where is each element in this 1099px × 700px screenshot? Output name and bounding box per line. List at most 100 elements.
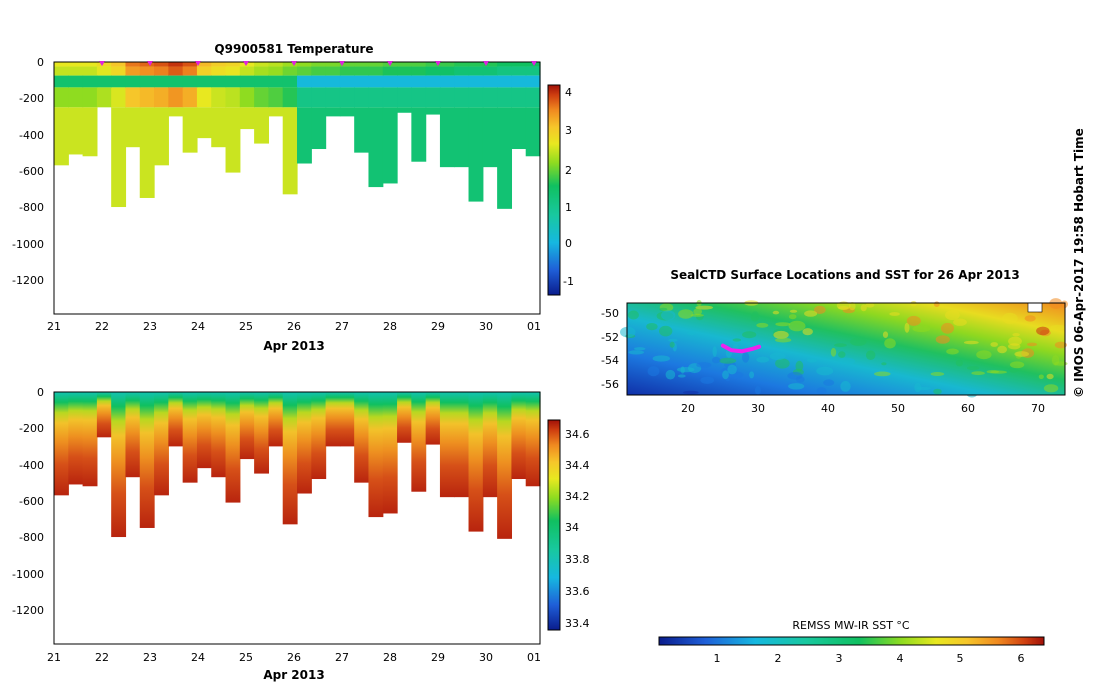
temperature-cell <box>297 107 312 164</box>
salinity-cell <box>468 392 484 532</box>
salinity-x-axis: 21 22 23 24 25 26 27 28 29 30 01 <box>47 651 541 664</box>
temperature-cell <box>168 75 184 88</box>
sst-texture-patch <box>945 310 960 320</box>
sst-texture-patch <box>1050 324 1066 330</box>
sst-texture-patch <box>749 371 755 379</box>
x-tick-label: 25 <box>239 651 253 664</box>
sst-texture-patch <box>882 331 889 339</box>
temperature-cell <box>239 107 255 130</box>
x-tick-label: 27 <box>335 651 349 664</box>
salinity-cell <box>168 392 184 447</box>
sst-texture-patch <box>889 312 900 316</box>
temperature-profiles <box>54 62 541 209</box>
temperature-cell <box>397 66 412 76</box>
temperature-cell <box>368 62 384 67</box>
salinity-cell <box>297 392 312 494</box>
sst-texture-patch <box>695 305 713 310</box>
temperature-cell <box>339 62 355 67</box>
x-tick-label: 23 <box>143 320 157 333</box>
temperature-cell <box>397 62 412 67</box>
sst-texture-patch <box>676 367 695 373</box>
temperature-cell <box>439 66 455 76</box>
temperature-cell <box>368 66 384 76</box>
sst-texture-patch <box>772 310 780 315</box>
colorbar-tick-label: 2 <box>565 164 572 177</box>
temperature-cell <box>182 66 198 76</box>
temperature-cell <box>225 75 241 88</box>
temperature-cell <box>239 66 255 76</box>
colorbar-tick-label: 33.8 <box>565 553 590 566</box>
temperature-cell <box>211 62 227 67</box>
sst-texture-patch <box>953 318 967 326</box>
sst-texture-patch <box>659 325 673 337</box>
sst-texture-patch <box>823 379 835 386</box>
sst-texture-patch <box>787 372 803 380</box>
sst-texture-patch <box>669 341 675 348</box>
sst-texture-patch <box>990 342 998 347</box>
temperature-cell <box>268 66 284 76</box>
y-tick-label: -400 <box>19 129 44 142</box>
colorbar-tick-label: 4 <box>565 86 572 99</box>
temperature-cell <box>168 107 184 117</box>
sst-texture-patch <box>647 366 660 377</box>
sst-texture-patch <box>633 347 646 351</box>
temperature-cell <box>454 107 470 168</box>
temperature-cell <box>68 62 84 67</box>
temperature-cell <box>511 62 527 67</box>
y-tick-label: -600 <box>19 495 44 508</box>
sst-texture-patch <box>966 390 978 398</box>
temperature-cell <box>482 107 498 168</box>
sst-texture-patch <box>722 370 729 380</box>
temperature-cell <box>425 75 441 88</box>
salinity-profiles <box>54 392 541 539</box>
sst-texture-patch <box>904 322 910 333</box>
temperature-cell <box>454 87 470 108</box>
sst-texture-patch <box>754 386 761 395</box>
temperature-cell <box>354 62 370 67</box>
sst-texture-patch <box>986 370 999 374</box>
sst-texture-patch <box>804 310 818 317</box>
sst-texture-patch <box>712 346 717 357</box>
temperature-cell <box>196 62 212 67</box>
temperature-cell <box>254 66 270 76</box>
temperature-cell <box>154 62 169 67</box>
temperature-cell <box>297 87 312 108</box>
sst-texture-patch <box>788 314 797 320</box>
temperature-cell <box>454 66 470 76</box>
temperature-cell <box>225 66 241 76</box>
temperature-cell <box>325 107 341 117</box>
sst-texture-patch <box>874 371 891 377</box>
temperature-cell <box>68 87 84 108</box>
sst-texture-patch <box>678 309 694 319</box>
sst-texture-patch <box>665 369 676 380</box>
x-tick-label: 22 <box>95 320 109 333</box>
salinity-cell <box>354 392 370 483</box>
temperature-cell <box>168 87 184 108</box>
colorbar-tick-label: 6 <box>1018 652 1025 665</box>
temperature-cell <box>68 107 84 155</box>
sst-texture-patch <box>773 330 789 339</box>
lon-tick-label: 60 <box>961 402 975 415</box>
colorbar-tick-label: 1 <box>565 201 572 214</box>
temperature-cell <box>82 66 98 76</box>
temperature-cell <box>325 87 341 108</box>
sst-texture-patch <box>881 362 887 366</box>
lat-tick-label: -54 <box>601 354 619 367</box>
temperature-y-axis: 0 -200 -400 -600 -800 -1000 -1200 <box>12 56 44 287</box>
temperature-cell <box>282 75 298 88</box>
sst-texture-patch <box>1036 326 1050 336</box>
sst-texture-patch <box>813 305 826 314</box>
lon-tick-label: 20 <box>681 402 695 415</box>
sst-texture-patch <box>910 301 917 307</box>
temperature-cell <box>468 62 484 67</box>
sst-texture-patch <box>955 359 964 367</box>
sst-texture-patch <box>906 315 921 326</box>
temperature-cell <box>411 66 427 76</box>
temperature-cell <box>154 75 169 88</box>
colorbar-tick-label: 3 <box>836 652 843 665</box>
temperature-cell <box>439 87 455 108</box>
sst-texture-patch <box>1002 312 1018 324</box>
temperature-cell <box>225 87 241 108</box>
temperature-cell <box>96 66 112 76</box>
temperature-cell <box>525 75 541 88</box>
